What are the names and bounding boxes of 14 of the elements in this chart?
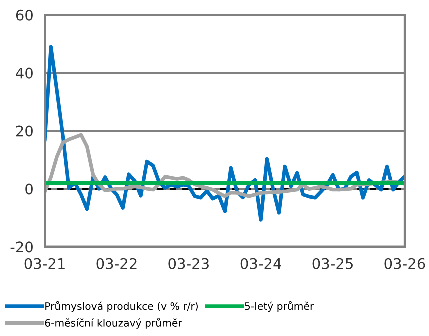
x-tick-label: 03-23: [168, 258, 209, 270]
x-tick-label: 03-22: [96, 258, 137, 270]
x-tick-label: 03-26: [384, 258, 426, 270]
legend-label: Průmyslová produkce (v % r/r): [46, 301, 198, 312]
y-tick-label: -20: [10, 242, 33, 253]
y-tick-label: 0: [26, 184, 33, 195]
y-tick-label: 20: [16, 126, 33, 137]
x-tick-label: 03-25: [312, 258, 353, 270]
legend-label: 6-měsíční klouzavý průměr: [45, 318, 182, 329]
y-tick-label: 40: [16, 68, 33, 79]
legend-label: 5-letý průměr: [245, 301, 314, 312]
y-tick-label: 60: [16, 10, 33, 21]
x-tick-label: 03-21: [24, 258, 65, 270]
x-tick-label: 03-24: [240, 258, 282, 270]
